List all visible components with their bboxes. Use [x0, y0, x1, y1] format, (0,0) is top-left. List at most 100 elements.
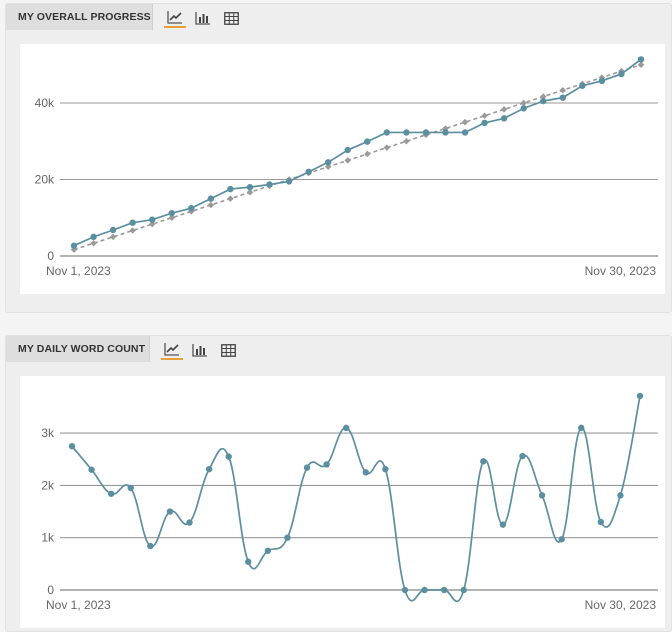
daily-point [362, 469, 369, 476]
daily-point [88, 466, 95, 473]
y-tick-label: 0 [47, 583, 54, 597]
daily-series-line [71, 395, 641, 603]
daily-point [421, 586, 428, 594]
daily-point [303, 464, 311, 471]
target-series-line [73, 63, 642, 251]
actual-point [559, 94, 566, 101]
daily-point [558, 536, 565, 543]
target-point [207, 201, 215, 209]
y-tick-label: 40k [35, 96, 55, 110]
actual-point [344, 146, 351, 154]
y-tick-label: 0 [47, 249, 54, 263]
target-point [559, 86, 567, 94]
target-point [481, 112, 488, 120]
actual-point [246, 183, 254, 191]
actual-point [598, 77, 606, 85]
daily-point [186, 519, 193, 526]
actual-point [500, 115, 508, 122]
overall-progress-chart: 0 20k 40k Nov 1, 2023 Nov 30, 2023 [35, 56, 658, 278]
target-point [461, 118, 469, 126]
actual-point [422, 129, 430, 136]
actual-point [149, 216, 156, 223]
actual-point [207, 195, 215, 202]
line-chart-icon[interactable] [164, 8, 186, 28]
actual-point [305, 168, 312, 176]
target-point [500, 106, 508, 113]
y-tick-label: 2k [41, 478, 55, 492]
target-point [148, 220, 156, 228]
daily-point [205, 465, 213, 473]
actual-point [168, 209, 175, 217]
daily-point [538, 492, 546, 499]
actual-point [109, 226, 117, 234]
chart-view-switcher [161, 340, 239, 360]
daily-point [597, 518, 605, 526]
actual-point [442, 129, 449, 136]
daily-point [440, 586, 448, 594]
target-point [109, 233, 117, 241]
target-point [168, 214, 176, 222]
actual-point [285, 178, 293, 185]
daily-point [480, 458, 487, 465]
daily-word-count-chart-area: 0 1k 2k 3k Nov 1, 2023 Nov 30, 2023 [20, 376, 665, 628]
daily-point [68, 442, 76, 450]
actual-point [403, 129, 410, 136]
target-point [227, 195, 234, 202]
daily-point [284, 534, 291, 541]
daily-point [264, 547, 272, 554]
actual-series-line [73, 58, 642, 247]
target-point [344, 157, 351, 164]
actual-point [520, 105, 527, 112]
actual-point [188, 204, 195, 212]
actual-point [324, 159, 332, 166]
target-point [90, 239, 97, 247]
daily-word-count-title: MY DAILY WORD COUNT [6, 336, 150, 362]
actual-point [364, 138, 371, 145]
x-start-label: Nov 1, 2023 [46, 264, 111, 278]
daily-point [617, 492, 624, 499]
actual-point [618, 70, 625, 78]
actual-point [129, 219, 136, 226]
daily-word-count-panel: MY DAILY WORD COUNT 0 1k 2k 3k Nov 1, 2023 No… [5, 335, 672, 632]
actual-point [90, 233, 97, 241]
bar-chart-icon[interactable] [189, 340, 211, 360]
overall-progress-panel: MY OVERALL PROGRESS 0 20k 40k Nov 1, 2023 No… [5, 3, 672, 313]
daily-point [147, 542, 154, 550]
target-point [364, 150, 371, 158]
overall-progress-title: MY OVERALL PROGRESS [6, 4, 153, 30]
target-point [129, 227, 136, 234]
daily-point [225, 453, 232, 460]
x-end-label: Nov 30, 2023 [585, 598, 657, 612]
daily-point [460, 586, 467, 594]
table-icon[interactable] [220, 8, 242, 28]
daily-word-count-chart: 0 1k 2k 3k Nov 1, 2023 Nov 30, 2023 [41, 392, 658, 612]
chart-view-switcher [164, 8, 242, 28]
line-chart-icon[interactable] [161, 340, 183, 360]
actual-point [540, 97, 547, 105]
actual-point [266, 181, 273, 188]
y-tick-label: 20k [35, 173, 55, 187]
actual-point [579, 82, 586, 89]
actual-point [70, 242, 78, 249]
daily-point [166, 508, 174, 515]
actual-point [637, 56, 645, 63]
daily-point [107, 490, 115, 497]
table-icon[interactable] [217, 340, 239, 360]
daily-point [499, 521, 507, 528]
actual-point [383, 129, 391, 136]
x-start-label: Nov 1, 2023 [46, 598, 111, 612]
daily-point [578, 424, 585, 432]
target-point [383, 144, 391, 151]
daily-point [636, 392, 644, 400]
daily-point [401, 586, 409, 594]
x-end-label: Nov 30, 2023 [585, 264, 657, 278]
actual-point [227, 185, 234, 193]
actual-point [461, 129, 469, 136]
daily-point [127, 484, 134, 492]
daily-point [519, 452, 526, 460]
target-point [246, 188, 254, 196]
target-point [403, 137, 410, 145]
daily-point [343, 424, 350, 432]
daily-point [323, 461, 330, 468]
bar-chart-icon[interactable] [192, 8, 214, 28]
